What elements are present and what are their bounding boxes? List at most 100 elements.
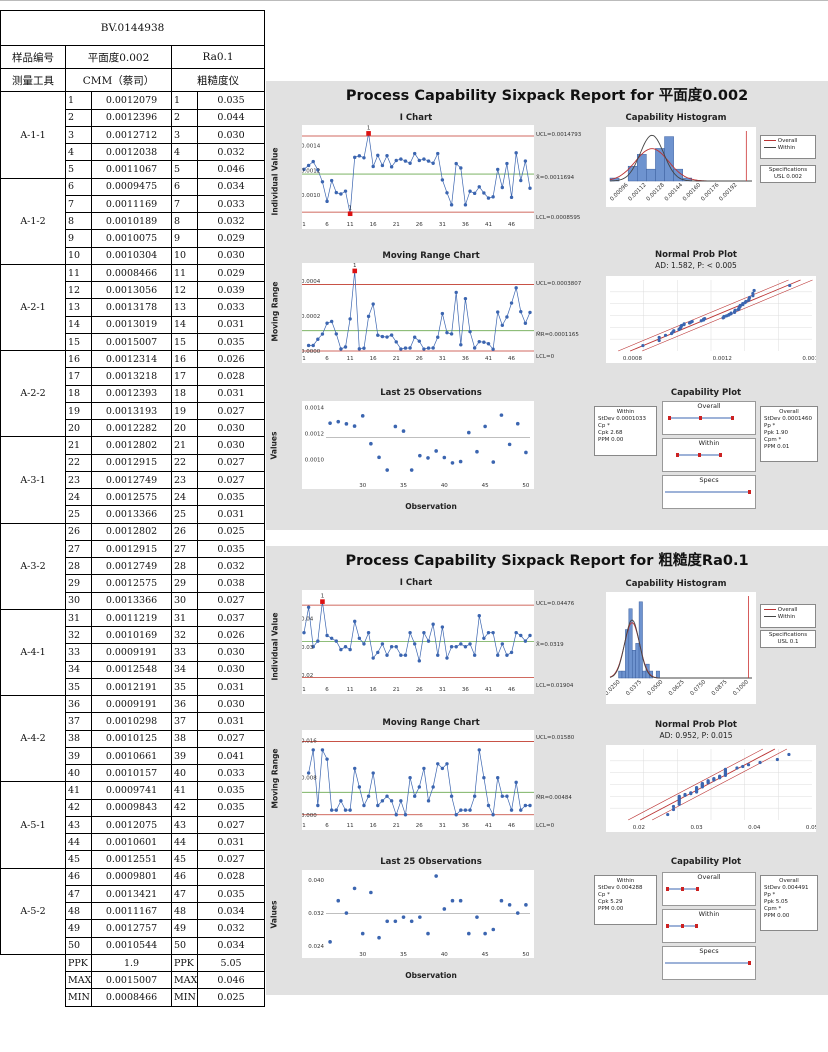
overall-box-line: Ppk 1.90 bbox=[764, 430, 788, 436]
table-row: 4 0.0012038 4 0.032 bbox=[1, 143, 266, 162]
legend-overall: Overall bbox=[777, 607, 798, 613]
roughness-value: 0.030 bbox=[196, 125, 266, 145]
y-tick-label: 0.02 bbox=[302, 673, 313, 679]
data-point bbox=[496, 167, 500, 172]
row-index: 33 bbox=[65, 643, 92, 662]
roughness-value: 0.031 bbox=[196, 315, 266, 334]
flatness-value: 0.0010298 bbox=[91, 712, 172, 731]
data-point bbox=[366, 794, 371, 798]
data-point bbox=[353, 766, 357, 771]
row-index: 14 bbox=[65, 315, 92, 334]
cap-within-box: Within bbox=[662, 438, 756, 472]
row-index: 50 bbox=[65, 936, 92, 955]
table-row: A-2-1 11 0.0008466 11 0.029 bbox=[0, 263, 266, 352]
data-point bbox=[482, 775, 486, 780]
data-point bbox=[523, 159, 528, 163]
row-index: 18 bbox=[65, 384, 92, 403]
data-point bbox=[436, 762, 440, 766]
data-point bbox=[694, 785, 699, 790]
table-row: 34 0.0012548 34 0.030 bbox=[1, 660, 266, 679]
data-point bbox=[371, 771, 375, 775]
data-point bbox=[329, 178, 334, 183]
normal-prob-plot: 0.0008 0.0012 0.0016 bbox=[610, 279, 822, 362]
data-point bbox=[524, 450, 528, 455]
ucl-label: UCL=0.0014793 bbox=[536, 132, 582, 138]
data-point bbox=[344, 911, 349, 915]
within-stats-box: Within StDev 0.004288 Cp * Cpk 5.29 PPM 0.00 bbox=[594, 875, 657, 925]
data-point bbox=[409, 919, 414, 924]
data-point bbox=[486, 630, 491, 635]
flatness-value: 0.0012712 bbox=[91, 125, 172, 145]
data-point bbox=[329, 636, 334, 640]
data-point bbox=[343, 189, 348, 193]
data-point bbox=[507, 442, 512, 447]
data-point bbox=[362, 346, 366, 350]
group-label: A-4-2 bbox=[0, 695, 66, 783]
data-point bbox=[505, 653, 509, 657]
data-point bbox=[343, 345, 348, 349]
table-row: A-5-1 41 0.0009741 41 0.035 bbox=[0, 781, 266, 869]
row-index: 24 bbox=[171, 488, 198, 507]
data-point bbox=[325, 633, 329, 638]
x-tick-label: 0.00096 bbox=[609, 182, 630, 203]
summary-row: MIN 0.0008466 MIN 0.025 bbox=[1, 988, 266, 1007]
table-row: 49 0.0012757 49 0.032 bbox=[1, 919, 266, 938]
within-box-line: StDev 0.0001033 bbox=[598, 416, 647, 422]
x-tick-label: 36 bbox=[462, 687, 469, 693]
x-tick-label: 0.0250 bbox=[606, 679, 622, 697]
x-tick-label: 30 bbox=[359, 483, 366, 489]
data-point bbox=[747, 295, 752, 300]
row-index: 32 bbox=[171, 626, 198, 645]
normal-prob-panel: 0.02 0.03 0.04 0.05 bbox=[606, 745, 819, 832]
data-point bbox=[380, 799, 385, 803]
x-tick-label: 31 bbox=[439, 356, 446, 362]
table-row: 2 0.0012396 2 0.044 bbox=[1, 108, 266, 127]
flatness-value: 0.0013366 bbox=[91, 505, 172, 524]
mr-lcl-label: LCL=0 bbox=[536, 823, 555, 829]
row-index: 41 bbox=[65, 781, 92, 800]
data-point bbox=[496, 653, 500, 657]
data-point bbox=[467, 931, 471, 936]
x-tick-label: 46 bbox=[508, 687, 515, 693]
y-tick-label: 0.0004 bbox=[302, 279, 321, 285]
roughness-value: 0.031 bbox=[196, 712, 266, 731]
flatness-value: 0.0010157 bbox=[91, 764, 172, 783]
data-point bbox=[733, 308, 737, 312]
data-point bbox=[334, 190, 338, 195]
row-index: 11 bbox=[65, 263, 92, 283]
roughness-value: 0.041 bbox=[196, 746, 266, 766]
data-point bbox=[467, 430, 471, 435]
last25-y-axis-label: Values bbox=[269, 900, 279, 929]
data-point bbox=[459, 166, 463, 170]
flatness-value: 0.0009801 bbox=[91, 867, 172, 886]
data-point bbox=[463, 296, 468, 301]
flatness-value: 0.0012749 bbox=[91, 470, 172, 490]
x-tick-label: 26 bbox=[416, 823, 423, 829]
data-point bbox=[417, 339, 422, 343]
y-tick-label: 0.0010 bbox=[302, 193, 321, 199]
mr-y-axis-label: Moving Range bbox=[270, 748, 280, 809]
roughness-value: 0.035 bbox=[196, 884, 266, 904]
ichart-y-axis-label: Individual Value bbox=[270, 612, 280, 681]
x-tick-label: 6 bbox=[325, 687, 329, 693]
data-point bbox=[679, 323, 684, 328]
out-of-control-point bbox=[366, 131, 371, 136]
data-point bbox=[477, 339, 481, 344]
row-index: 35 bbox=[65, 677, 92, 697]
histogram-bar bbox=[646, 168, 656, 182]
roughness-value: 0.034 bbox=[196, 177, 266, 196]
row-index: 13 bbox=[65, 298, 92, 317]
roughness-value: 0.030 bbox=[196, 660, 266, 679]
overall-box-line: PPM 0.00 bbox=[764, 913, 790, 919]
data-point bbox=[403, 653, 408, 657]
data-point bbox=[389, 799, 394, 803]
measurement-table: BV.0144938 样品编号 平面度0.002 Ra0.1 测量工具 CMM（… bbox=[0, 10, 266, 1007]
mr-chart-title: Moving Range Chart bbox=[382, 251, 480, 261]
group-label: A-2-1 bbox=[0, 263, 66, 352]
data-point bbox=[483, 931, 487, 936]
data-point bbox=[412, 794, 417, 798]
row-index: 10 bbox=[65, 246, 92, 265]
x-tick-label: 16 bbox=[370, 222, 377, 228]
data-point bbox=[515, 911, 520, 915]
